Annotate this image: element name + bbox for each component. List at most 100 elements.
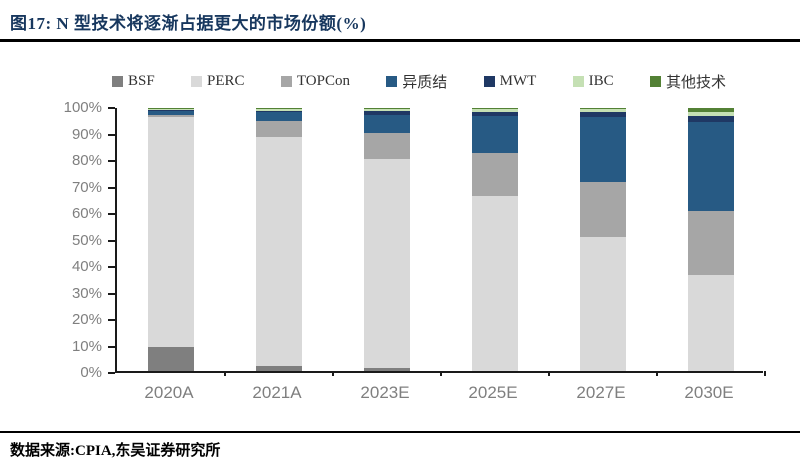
bar-segment-PERC	[364, 159, 410, 369]
bar-segment-PERC	[580, 236, 626, 371]
bar-segment-BSF	[148, 347, 194, 371]
y-tick-mark	[108, 319, 115, 321]
plot-area	[115, 108, 766, 376]
bar-segment-异质结	[148, 110, 194, 115]
stacked-bar-2023E	[364, 108, 410, 371]
bar-segment-TOPCon	[472, 152, 518, 197]
bar-segment-TOPCon	[580, 181, 626, 237]
bar-segment-TOPCon	[688, 210, 734, 276]
bar-segment-MWT	[688, 115, 734, 123]
legend-label: TOPCon	[296, 72, 350, 89]
x-tick-mark	[332, 371, 334, 376]
y-tick-label: 20%	[71, 311, 102, 328]
legend-swatch-icon	[280, 75, 292, 87]
bar-segment-IBC	[364, 109, 410, 111]
bar-segment-异质结	[472, 115, 518, 153]
y-axis: 0% 10% 20% 30% 40% 50% 60% 70% 80% 90% 100%	[30, 99, 115, 381]
x-tick-label: 2020A	[144, 383, 194, 402]
bar-segment-TOPCon	[148, 114, 194, 118]
bar-segment-异质结	[256, 111, 302, 122]
y-tick-mark	[108, 160, 115, 162]
bar-segment-其他技术	[688, 108, 734, 112]
y-tick-mark	[108, 107, 115, 109]
bar-segment-IBC	[580, 109, 626, 112]
bar-segment-PERC	[688, 275, 734, 371]
y-tick-label: 80%	[71, 152, 102, 169]
legend-swatch-icon	[191, 75, 203, 87]
bar-segment-BSF	[364, 368, 410, 371]
y-tick-mark	[108, 239, 115, 242]
x-tick-mark	[764, 371, 766, 376]
bar-segment-PERC	[148, 117, 194, 348]
bar-segment-MWT	[148, 109, 194, 111]
legend-label: 异质结	[402, 74, 448, 91]
legend-item-0: BSF	[112, 73, 155, 90]
x-tick-mark	[440, 371, 442, 376]
stacked-bar-2030E	[688, 108, 734, 371]
x-tick-label: 2025E	[468, 383, 518, 402]
bar-segment-MWT	[580, 111, 626, 118]
bar-segment-MWT	[472, 111, 518, 116]
legend-item-1: PERC	[191, 73, 245, 90]
stacked-bar-2025E	[472, 108, 518, 371]
legend-swatch-icon	[572, 75, 584, 87]
legend-label: MWT	[499, 72, 537, 89]
x-tick-label: 2023E	[360, 383, 410, 402]
bar-segment-TOPCon	[256, 121, 302, 137]
bar-segment-异质结	[364, 114, 410, 133]
bar-segment-MWT	[364, 110, 410, 115]
legend-label: PERC	[207, 72, 245, 89]
bar-segment-其他技术	[580, 108, 626, 110]
y-tick-label: 50%	[71, 231, 102, 249]
legend-item-6: 其他技术	[649, 71, 726, 92]
y-tick-label: 10%	[71, 337, 102, 355]
x-tick-label: 2030E	[684, 383, 734, 402]
bar-segment-其他技术	[364, 108, 410, 110]
legend-label: BSF	[128, 72, 155, 89]
bar-segment-IBC	[688, 111, 734, 116]
bar-segment-TOPCon	[364, 133, 410, 160]
figure-title: 图17: N 型技术将逐渐占据更大的市场份额(%)	[10, 14, 367, 33]
bar-segment-异质结	[580, 117, 626, 182]
x-tick-mark	[548, 371, 550, 376]
y-tick-mark	[108, 133, 115, 136]
bar-segment-异质结	[688, 122, 734, 211]
y-tick-label: 90%	[71, 125, 102, 143]
y-tick-label: 40%	[71, 258, 102, 275]
y-tick-label: 100%	[63, 99, 102, 116]
y-tick-mark	[108, 213, 115, 215]
y-tick-mark	[108, 345, 115, 348]
y-tick-mark	[108, 186, 115, 189]
bar-segment-其他技术	[472, 108, 518, 110]
data-source: 数据来源:CPIA,东吴证券研究所	[10, 443, 221, 459]
legend-item-3: 异质结	[386, 71, 447, 92]
bar-segment-PERC	[472, 196, 518, 371]
chart-legend: BSF PERC TOPCon 异质结 MWT IBC 其他技术	[112, 71, 726, 91]
x-tick-mark	[656, 371, 658, 376]
bar-segment-IBC	[256, 109, 302, 111]
footer-divider	[0, 431, 800, 433]
legend-item-5: IBC	[572, 73, 614, 90]
legend-item-4: MWT	[483, 72, 537, 90]
bar-segment-MWT	[256, 110, 302, 112]
legend-swatch-icon	[483, 75, 495, 87]
title-divider	[0, 39, 800, 42]
legend-label: 其他技术	[665, 74, 726, 91]
legend-swatch-icon	[112, 75, 123, 87]
bar-segment-其他技术	[148, 108, 194, 109]
x-axis: 2020A 2021A 2023E 2025E 2027E 2030E	[115, 383, 763, 405]
bar-segment-IBC	[148, 108, 194, 110]
y-tick-label: 30%	[71, 284, 102, 302]
legend-swatch-icon	[649, 75, 661, 87]
y-tick-label: 0%	[80, 364, 102, 381]
y-tick-mark	[108, 292, 115, 295]
bar-segment-BSF	[256, 365, 302, 371]
legend-swatch-icon	[386, 75, 398, 87]
stacked-bar-2027E	[580, 108, 626, 371]
x-tick-label: 2027E	[576, 383, 626, 402]
y-tick-mark	[108, 266, 115, 268]
bar-segment-其他技术	[256, 108, 302, 110]
stacked-bar-2021A	[256, 108, 302, 371]
legend-item-2: TOPCon	[280, 72, 350, 90]
